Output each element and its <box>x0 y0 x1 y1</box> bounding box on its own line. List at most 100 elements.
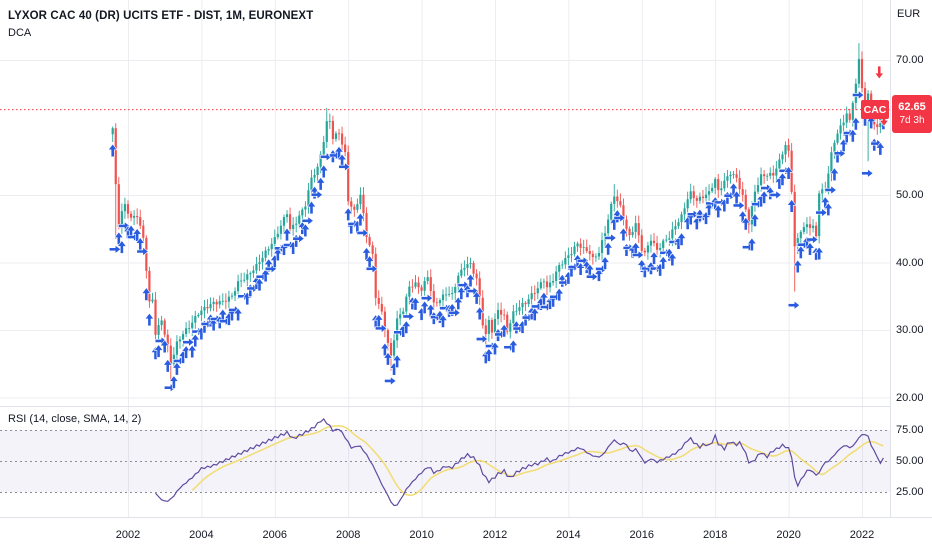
candle-body <box>371 245 374 254</box>
candle-body <box>184 328 188 335</box>
candle-body <box>120 211 123 227</box>
candle-body <box>389 343 393 356</box>
candle-body <box>692 191 695 199</box>
candle-body <box>365 213 368 238</box>
candle-body <box>129 213 133 218</box>
dca-buy-arrow-right <box>356 228 369 238</box>
dca-buy-arrow-right <box>769 190 782 200</box>
dca-buy-arrow-up <box>508 339 519 353</box>
dca-buy-arrow-up <box>713 204 724 218</box>
dca-buy-arrow-up <box>783 165 794 180</box>
candle-body <box>701 196 705 199</box>
price-axis[interactable] <box>890 0 932 517</box>
candle-body <box>396 318 399 341</box>
candle-body <box>704 194 708 199</box>
candle-body <box>680 214 683 223</box>
dca-buy-arrow-up <box>474 306 485 321</box>
candle-body <box>313 174 316 178</box>
candle-body <box>212 301 215 305</box>
candle-body <box>374 253 377 298</box>
candle-body <box>392 340 396 356</box>
candle-body <box>772 172 775 176</box>
dca-buy-arrow-up <box>649 251 660 265</box>
candle-body <box>206 306 209 309</box>
dca-buy-arrow-up <box>538 291 549 306</box>
candle-body <box>347 152 350 202</box>
candle-body <box>616 196 619 202</box>
time-tick-label: 2014 <box>556 529 581 541</box>
candle-body <box>414 282 417 287</box>
candle-body <box>163 320 166 335</box>
candle-body <box>142 225 145 238</box>
price-tick-label: 20.00 <box>896 391 924 404</box>
dca-buy-arrow-right <box>815 207 828 218</box>
dca-buy-arrow-right <box>448 307 461 318</box>
dca-buy-arrow-up <box>355 212 366 227</box>
candle-body <box>558 265 561 272</box>
candle-body <box>518 307 521 311</box>
dca-buy-arrow-up <box>254 277 265 292</box>
candle-body <box>362 194 365 214</box>
dca-buy-arrow-up <box>792 259 803 274</box>
candle-body <box>851 102 854 120</box>
dca-buy-arrow-right <box>631 250 645 260</box>
candle-body <box>652 240 656 244</box>
price-badge-symbol[interactable]: CAC <box>861 100 889 119</box>
candle-body <box>689 191 692 200</box>
time-tick-label: 2020 <box>776 529 801 541</box>
rsi-indicator-label[interactable]: RSI (14, close, SMA, 14, 2) <box>8 413 142 425</box>
dca-buy-arrow-up <box>471 290 482 305</box>
candle-body <box>279 225 283 234</box>
candle-body <box>264 250 267 258</box>
candle-body <box>607 219 610 234</box>
dca-buy-arrow-up <box>144 312 155 327</box>
candle-body <box>136 215 139 218</box>
dca-buy-arrow-up <box>306 200 317 215</box>
dca-buy-arrow-right <box>787 300 801 311</box>
candle-body <box>833 142 836 153</box>
candle-body <box>753 191 757 206</box>
candle-body <box>337 133 341 135</box>
rsi-tick-label: 25.00 <box>896 486 924 498</box>
candle-body <box>527 299 530 305</box>
candle-body <box>619 201 622 206</box>
candle-body <box>405 296 408 312</box>
candle-body <box>781 154 784 160</box>
time-tick-label: 2012 <box>482 529 508 541</box>
dca-buy-arrow-up <box>260 268 271 283</box>
time-tick-label: 2006 <box>262 529 288 541</box>
panel-separator[interactable] <box>0 406 890 407</box>
dca-buy-arrow-up <box>618 227 629 242</box>
dca-buy-arrow-right <box>310 189 324 200</box>
time-tick-label: 2002 <box>115 529 141 541</box>
candle-body <box>111 128 114 135</box>
price-badge-value[interactable]: 62.65 7d 3h <box>892 95 932 133</box>
candle-body <box>288 214 292 229</box>
candle-body <box>319 154 322 167</box>
dca-indicator-label[interactable]: DCA <box>8 27 32 39</box>
candle-body <box>815 225 818 237</box>
dca-buy-arrow-up <box>315 176 326 191</box>
candle-body <box>114 128 117 185</box>
dca-buy-arrow-up <box>847 128 858 143</box>
candle-body <box>472 263 475 274</box>
candle-body <box>200 310 203 315</box>
dca-buy-arrow-up <box>159 339 170 354</box>
dca-buy-arrow-up <box>529 307 540 321</box>
candle-body <box>818 193 821 237</box>
candle-body <box>729 174 732 177</box>
time-axis[interactable] <box>0 517 932 550</box>
candle-body <box>139 217 142 226</box>
dca-buy-arrow-up <box>667 252 678 267</box>
candle-body <box>435 302 438 304</box>
candle-body <box>634 223 637 232</box>
candle-body <box>123 204 127 212</box>
candle-body <box>567 255 570 259</box>
candle-body <box>255 264 258 271</box>
candle-body <box>747 209 750 225</box>
candle-body <box>683 208 686 215</box>
symbol-title[interactable]: LYXOR CAC 40 (DR) UCITS ETF - DIST, 1M, … <box>8 10 314 22</box>
dca-buy-arrow-up <box>804 241 816 256</box>
